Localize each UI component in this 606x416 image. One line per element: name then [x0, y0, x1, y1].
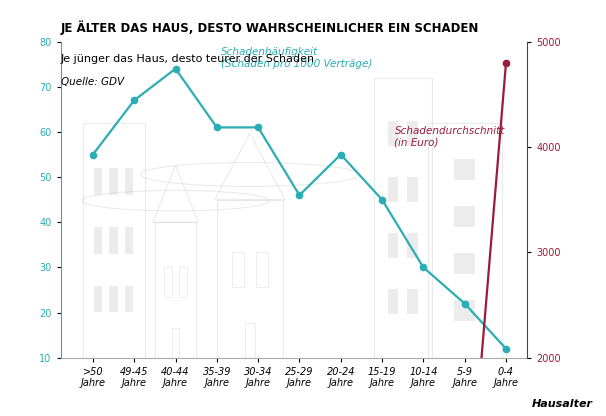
Bar — [454, 253, 475, 275]
Bar — [388, 233, 398, 258]
Bar — [109, 168, 118, 195]
Bar — [388, 121, 398, 146]
Bar — [407, 233, 418, 258]
Bar — [454, 300, 475, 321]
Text: Quelle: GDV: Quelle: GDV — [61, 77, 124, 87]
Text: Je jünger das Haus, desto teurer der Schaden: Je jünger das Haus, desto teurer der Sch… — [61, 54, 315, 64]
Bar — [388, 289, 398, 314]
Bar — [125, 286, 133, 312]
Bar — [245, 323, 255, 358]
Text: JE ÄLTER DAS HAUS, DESTO WAHRSCHEINLICHER EIN SCHADEN: JE ÄLTER DAS HAUS, DESTO WAHRSCHEINLICHE… — [61, 21, 479, 35]
Bar — [407, 177, 418, 202]
Bar — [374, 78, 431, 358]
Bar — [407, 121, 418, 146]
Bar — [82, 123, 144, 358]
Bar — [173, 328, 179, 358]
Text: Schadendurchschnitt
(in Euro): Schadendurchschnitt (in Euro) — [395, 126, 505, 147]
Bar — [407, 289, 418, 314]
Bar — [109, 227, 118, 253]
Bar — [125, 227, 133, 253]
Bar — [217, 200, 283, 358]
Bar — [256, 252, 268, 287]
Bar — [454, 206, 475, 228]
Bar — [232, 252, 244, 287]
Text: Hausalter: Hausalter — [532, 399, 593, 409]
Bar — [164, 267, 171, 297]
Bar — [427, 123, 502, 358]
Bar — [125, 168, 133, 195]
Bar — [109, 286, 118, 312]
Bar — [179, 267, 187, 297]
Bar — [454, 159, 475, 181]
Bar — [94, 168, 102, 195]
Bar — [94, 286, 102, 312]
Bar — [155, 222, 196, 358]
Text: Schadenhäufigkeit
(Schäden pro 1000 Verträge): Schadenhäufigkeit (Schäden pro 1000 Vert… — [221, 47, 372, 69]
Bar — [94, 227, 102, 253]
Bar — [388, 177, 398, 202]
